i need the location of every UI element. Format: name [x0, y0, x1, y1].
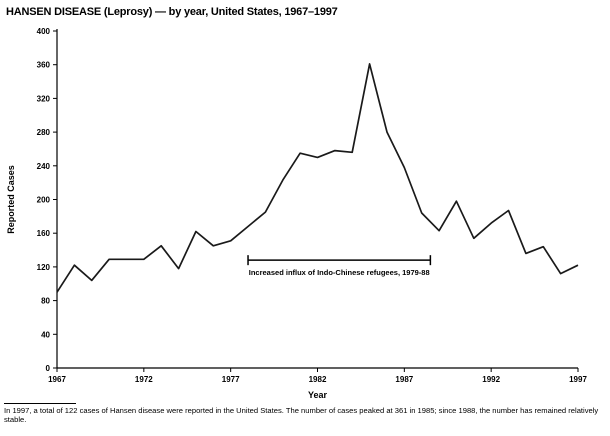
y-tick-label: 80 [41, 297, 50, 306]
y-tick-label: 400 [37, 27, 51, 36]
y-tick-label: 240 [37, 162, 51, 171]
footnote: In 1997, a total of 122 cases of Hansen … [4, 406, 599, 425]
x-tick-label: 1977 [222, 375, 240, 384]
y-tick-label: 320 [37, 94, 51, 103]
data-line [56, 63, 579, 293]
y-tick-label: 160 [37, 229, 51, 238]
x-tick-label: 1972 [135, 375, 153, 384]
x-tick-label: 1982 [309, 375, 327, 384]
y-tick-label: 40 [41, 330, 50, 339]
y-tick-label: 120 [37, 263, 51, 272]
y-tick-label: 0 [46, 364, 51, 373]
x-tick-label: 1967 [48, 375, 66, 384]
x-tick-label: 1997 [569, 375, 587, 384]
annotation-label: Increased influx of Indo-Chinese refugee… [249, 268, 430, 277]
y-tick-label: 360 [37, 61, 51, 70]
x-tick-label: 1987 [395, 375, 413, 384]
y-axis-label: Reported Cases [6, 165, 16, 234]
y-tick-label: 280 [37, 128, 51, 137]
footnote-separator [4, 403, 76, 404]
y-tick-label: 200 [37, 196, 51, 205]
x-axis-label: Year [308, 390, 328, 400]
chart-title: HANSEN DISEASE (Leprosy) — by year, Unit… [6, 6, 338, 18]
x-tick-label: 1992 [482, 375, 500, 384]
